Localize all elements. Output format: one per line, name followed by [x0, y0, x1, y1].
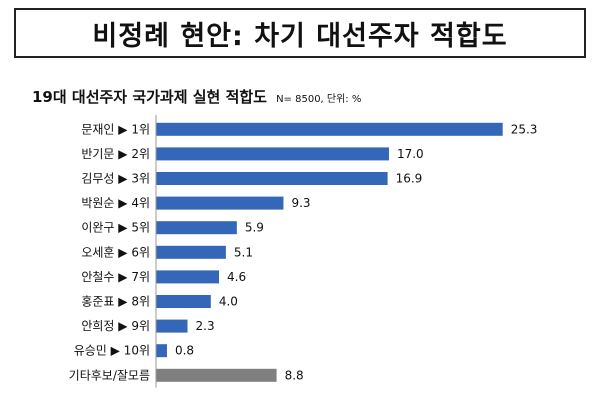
- category-label: 안철수 ▶ 7위: [81, 270, 150, 284]
- value-label: 4.0: [219, 295, 238, 309]
- bar: [156, 122, 503, 136]
- value-label: 16.9: [396, 172, 423, 186]
- bar: [156, 147, 389, 161]
- value-label: 2.3: [196, 319, 215, 333]
- title-box: 비정례 현안: 차기 대선주자 적합도: [14, 8, 586, 58]
- value-label: 4.6: [227, 270, 246, 284]
- category-label: 홍준표 ▶ 8위: [81, 295, 150, 309]
- value-label: 5.9: [245, 221, 264, 235]
- bar: [156, 368, 277, 382]
- value-label: 5.1: [234, 245, 253, 259]
- bar: [156, 295, 211, 308]
- bar: [156, 319, 188, 333]
- category-label: 반기문 ▶ 2위: [81, 147, 150, 161]
- bar: [156, 196, 284, 210]
- bar: [156, 245, 226, 259]
- chart-subtitle-row: 19대 대선주자 국가과제 실현 적합도 N= 8500, 단위: %: [32, 86, 361, 107]
- value-labels-group: 25.3 17.0 16.9 9.3 5.9 5.1 4.6 4.0 2.30.8 8.8: [175, 122, 537, 382]
- category-label: 박원순 ▶ 4위: [81, 196, 150, 210]
- category-label: 오세훈 ▶ 6위: [81, 245, 150, 259]
- value-label: 25.3: [511, 122, 538, 136]
- bar: [156, 172, 388, 185]
- category-label: 김무성 ▶ 3위: [81, 172, 150, 186]
- category-label: 기타후보/잘모름: [69, 368, 150, 382]
- page-title: 비정례 현안: 차기 대선주자 적합도: [92, 20, 508, 52]
- category-label: 이완구 ▶ 5위: [81, 221, 150, 235]
- value-label: 17.0: [397, 147, 424, 161]
- bar: [156, 270, 220, 284]
- category-label: 문재인 ▶ 1위: [81, 122, 150, 136]
- value-label: 9.3: [291, 196, 310, 210]
- value-label: 8.8: [285, 368, 304, 382]
- category-label: 안희정 ▶ 9위: [81, 319, 150, 333]
- value-label: 0.8: [175, 344, 194, 358]
- bar: [156, 221, 237, 235]
- category-label: 유승민 ▶ 10위: [74, 344, 150, 358]
- chart-subtitle: 19대 대선주자 국가과제 실현 적합도: [32, 88, 267, 106]
- chart-note: N= 8500, 단위: %: [276, 94, 362, 105]
- bars-group: [156, 122, 503, 382]
- bar: [156, 344, 167, 358]
